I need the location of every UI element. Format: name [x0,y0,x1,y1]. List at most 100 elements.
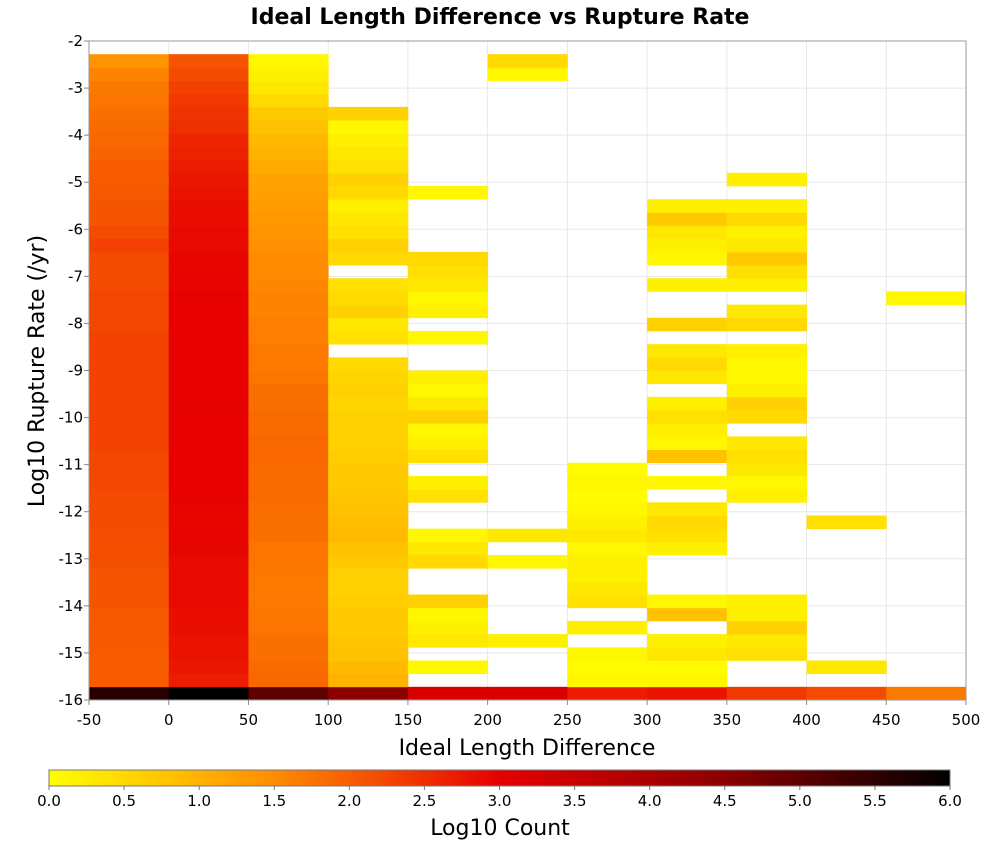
heatmap-cell [567,581,648,595]
heatmap-cell [726,634,807,648]
heatmap-cell [567,475,648,490]
heatmap-cell [168,93,249,108]
heatmap-cell [168,489,249,503]
heatmap-cell [89,67,170,81]
heatmap-cell [567,555,648,569]
heatmap-cell [726,251,807,266]
heatmap-cell [89,370,170,385]
heatmap-cell [328,515,409,530]
colorbar-tick-label: 1.5 [262,792,286,810]
heatmap-cell [328,225,409,240]
heatmap-cell [89,291,170,305]
heatmap-cell [248,607,329,622]
heatmap-cell [328,541,409,556]
heatmap-cell [647,607,728,622]
heatmap-cell [647,647,728,661]
heatmap-cell [89,172,170,187]
heatmap-cell [407,304,489,319]
heatmap-cell [328,133,409,147]
heatmap-cell [89,673,170,688]
heatmap-cell [647,410,728,424]
y-tick-label: -5 [68,173,83,191]
heatmap-cell [328,423,409,437]
x-tick-label: 500 [952,711,981,729]
heatmap-cell [89,185,170,200]
heatmap-cell [168,423,249,437]
heatmap-cell [248,449,329,464]
heatmap-cell [168,449,249,464]
heatmap-cell [328,172,409,187]
heatmap-cell [248,80,329,95]
heatmap-cell [89,357,170,371]
heatmap-cell [647,199,728,213]
heatmap-cell [328,383,409,398]
heatmap-cell [248,67,329,81]
heatmap-cell [567,502,648,516]
heatmap-cell [726,304,807,319]
heatmap-cell [647,396,728,411]
colorbar-tick-label: 5.5 [863,792,887,810]
heatmap-cell [248,396,329,411]
colorbar-tick-label: 2.5 [412,792,436,810]
heatmap-cell [248,528,329,543]
heatmap-cell [248,93,329,108]
heatmap-cell [89,199,170,213]
heatmap-cell [567,568,648,582]
colorbar-tick-label: 3.0 [488,792,512,810]
heatmap-cell [248,475,329,490]
y-tick-label: -11 [59,456,84,474]
x-axis-ticks: -50 0 50 100 150 200 250 300 350 400 450 500 [77,700,981,729]
heatmap-cell [726,278,807,292]
heatmap-cell [168,620,249,635]
heatmap-cell [407,251,489,266]
heatmap-cell [647,686,728,701]
heatmap-cell [168,370,249,385]
heatmap-cell [248,660,329,675]
y-tick-label: -8 [68,314,83,332]
heatmap-cell [168,159,249,174]
heatmap-cell [647,357,728,371]
heatmap-cell [248,515,329,530]
colorbar-ticks: 0.0 0.5 1.0 1.5 2.0 2.5 3.0 3.5 4.0 4.5 5.0 5.5 6.0 [37,786,962,810]
colorbar-tick-label: 0.5 [112,792,136,810]
heatmap-cell [168,581,249,595]
heatmap-cell [407,594,489,609]
heatmap-cell [168,462,249,477]
heatmap-cell [726,475,807,490]
heatmap-cell [168,357,249,371]
heatmap-cell [248,634,329,648]
heatmap-cell [248,199,329,213]
x-tick-label: 50 [239,711,258,729]
heatmap-cell [328,475,409,490]
heatmap-cell [248,225,329,240]
heatmap-cell [89,383,170,398]
heatmap-cell [168,67,249,81]
heatmap-cell [567,462,648,477]
heatmap-cell [567,594,648,609]
heatmap-cell [168,502,249,516]
heatmap-cell [89,159,170,174]
heatmap-cell [168,344,249,358]
heatmap-cell [726,449,807,464]
heatmap-cell [407,383,489,398]
heatmap-cell [328,212,409,226]
y-tick-label: -4 [68,126,83,144]
y-tick-label: -15 [59,644,84,662]
heatmap-cell [328,120,409,134]
y-tick-label: -13 [59,550,84,568]
heatmap-cell [328,199,409,213]
heatmap-cell [89,54,170,68]
heatmap-cell [407,410,489,424]
heatmap-cell [168,199,249,213]
heatmap-cell [168,673,249,688]
heatmap-cell [168,146,249,161]
heatmap-cell [567,515,648,530]
heatmap-cell [248,541,329,556]
heatmap-cell [328,647,409,661]
heatmap-cell [328,278,409,292]
heatmap-cell [168,317,249,332]
heatmap-cell [407,634,489,648]
heatmap-cell [248,620,329,635]
heatmap-cell [726,212,807,226]
